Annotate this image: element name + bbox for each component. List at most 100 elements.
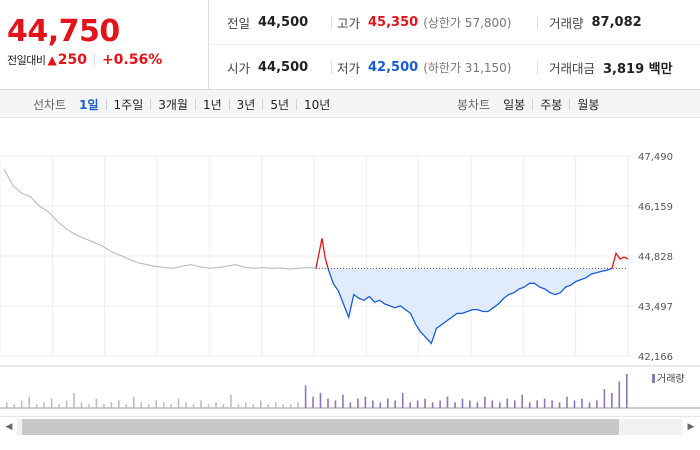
volume-bar (95, 398, 98, 408)
tab-divider (150, 98, 152, 110)
volume-bar (558, 402, 561, 408)
volume-bar (177, 398, 180, 408)
volume-bar (207, 404, 210, 408)
volume-bar (364, 396, 367, 408)
volume-bar (147, 404, 150, 408)
volume-bar (118, 400, 120, 408)
volume-bar (13, 404, 16, 408)
scroll-left-icon[interactable]: ◀ (5, 422, 13, 432)
stat-label: 거래대금 (549, 61, 596, 76)
candle-tab[interactable]: 주봉 (540, 97, 563, 112)
stat-sub: (하한가 31,150) (423, 61, 512, 75)
series-line (611, 251, 629, 269)
volume-bar (80, 402, 83, 408)
period-tab[interactable]: 3개월 (158, 97, 188, 112)
stat-trade-value: 거래대금 3,819 백만 (549, 45, 673, 90)
volume-bar (379, 402, 382, 408)
up-triangle-icon: ▲ (47, 53, 57, 67)
volume-bar (387, 398, 389, 408)
y-axis-ticks: 47,490 46,159 44,828 43,497 42,166 (638, 152, 673, 363)
period-tab[interactable]: 5년 (270, 97, 290, 112)
period-tab[interactable]: 1주일 (113, 97, 144, 112)
series-line (3, 168, 317, 270)
volume-legend-label: 거래량 (657, 373, 685, 385)
volume-bar (543, 398, 546, 408)
divider (331, 61, 332, 74)
volume-bar (110, 402, 113, 408)
scroll-thumb[interactable] (22, 419, 619, 435)
period-tab[interactable]: 1일 (79, 97, 99, 112)
volume-bar (394, 400, 396, 408)
scroll-right-icon[interactable]: ▶ (687, 422, 695, 432)
change-amount: 250 (57, 52, 87, 68)
volume-bar (506, 398, 509, 408)
divider (537, 16, 538, 29)
volume-bar (304, 385, 307, 408)
volume-bar (431, 402, 434, 408)
volume-bar (88, 404, 90, 408)
line-chart-title: 선차트 (33, 97, 67, 112)
volume-bar (230, 394, 232, 408)
divider (93, 53, 95, 67)
stat-label: 전일 (227, 15, 251, 31)
volume-bar (20, 400, 23, 408)
line-chart-tabs: 선차트 1일 1주일 3개월 1년 3년 5년 10년 (33, 90, 333, 118)
volume-bar (603, 389, 606, 408)
candle-tab[interactable]: 월봉 (577, 97, 600, 112)
volume-bar (43, 402, 45, 408)
period-tab[interactable]: 10년 (304, 97, 331, 112)
volume-bar (103, 404, 105, 408)
volume-bar (596, 400, 598, 408)
volume-bar (237, 404, 240, 408)
volume-bar (528, 402, 531, 408)
volume-bar (222, 404, 225, 408)
price-chart-svg: 47,490 46,159 44,828 43,497 42,166 거래량 (0, 152, 700, 409)
volume-bar (611, 392, 613, 408)
volume-legend: 거래량 (652, 373, 685, 385)
stats-row: 전일 44,500 고가 45,350 (상한가 57,800) 거래량 87,… (210, 0, 700, 45)
tab-divider (228, 98, 230, 110)
volume-bar (125, 404, 128, 408)
volume-legend-swatch (652, 374, 655, 383)
volume-bar (282, 404, 284, 408)
volume-bar (618, 381, 621, 408)
volume-bar (491, 400, 494, 408)
volume-bar (349, 402, 352, 408)
chart-scrollbar[interactable]: ◀ ▶ (0, 416, 700, 436)
volume-bar (133, 396, 135, 408)
candle-tab[interactable]: 일봉 (503, 97, 526, 112)
volume-bar (409, 402, 411, 408)
volume-bar (439, 400, 441, 408)
price-lines (3, 168, 629, 345)
period-tab[interactable]: 3년 (236, 97, 256, 112)
volume-bar (245, 402, 247, 408)
change-rate: +0.56% (101, 52, 163, 68)
volume-bar (192, 404, 195, 408)
stat-value: 44,500 (258, 14, 309, 30)
y-tick-label: 46,159 (638, 202, 673, 213)
volume-bar (312, 396, 314, 408)
candle-chart-tabs: 봉차트 일봉 주봉 월봉 (457, 90, 602, 118)
volume-bar (461, 398, 464, 408)
price-block: 44,750 전일대비 ▲ 250 +0.56% (0, 0, 209, 90)
volume-bar (454, 402, 456, 408)
volume-bar (185, 402, 187, 408)
volume-bar (536, 400, 538, 408)
stat-label: 고가 (337, 15, 361, 31)
volume-bar (58, 404, 60, 408)
change-label: 전일대비 (7, 54, 46, 67)
volume-bar (401, 392, 404, 408)
series-line (327, 267, 613, 345)
volume-bar (6, 402, 8, 408)
volume-bar (215, 402, 217, 408)
volume-bar (162, 402, 165, 408)
volume-bar (521, 394, 523, 408)
volume-bar (357, 398, 359, 408)
candle-chart-title: 봉차트 (457, 97, 491, 112)
stats-row: 시가 44,500 저가 42,500 (하한가 31,150) 거래대금 3,… (210, 45, 700, 90)
volume-bar (35, 404, 38, 408)
volume-bar (573, 400, 576, 408)
volume-bar (28, 396, 30, 408)
volume-bar (342, 394, 344, 408)
period-tab[interactable]: 1년 (202, 97, 222, 112)
